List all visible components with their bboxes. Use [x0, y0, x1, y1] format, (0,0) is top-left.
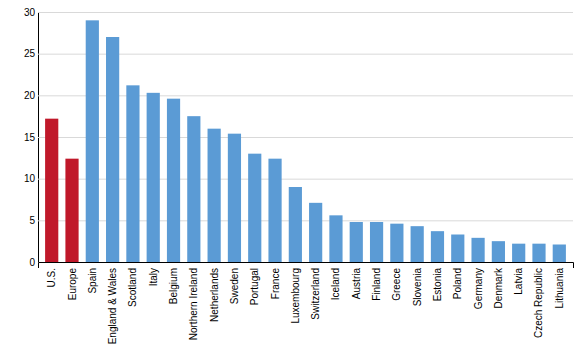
y-tick-label: 30 — [24, 7, 36, 18]
y-axis-line — [39, 13, 574, 263]
bar — [147, 93, 160, 262]
x-tick: Belgium — [168, 268, 179, 304]
bar — [106, 37, 119, 262]
bar — [309, 203, 322, 262]
x-tick: Austria — [351, 268, 362, 300]
x-tick: Lithuania — [554, 268, 565, 309]
y-tick-label: 5 — [29, 215, 35, 226]
x-tick: Finland — [371, 268, 382, 301]
x-tick-label: France — [270, 268, 281, 300]
plot: 0 5 10 15 20 25 30 U.S. Europe Spain England & Wal… — [24, 7, 574, 345]
x-tick: Sweden — [229, 268, 240, 304]
x-tick: Italy — [148, 268, 159, 286]
x-tick: Switzerland — [310, 268, 321, 320]
x-tick-label: Germany — [473, 268, 484, 309]
x-tick: Czech Republic — [533, 268, 544, 338]
x-tick-label: Switzerland — [310, 268, 321, 320]
y-tick-label: 10 — [24, 173, 36, 184]
grid-line — [38, 12, 573, 13]
bar — [350, 222, 363, 262]
x-tick: Poland — [452, 268, 463, 299]
bar — [208, 129, 221, 262]
x-tick: Denmark — [493, 267, 504, 309]
bar — [126, 85, 139, 262]
bar — [65, 159, 78, 262]
y-tick-label: 0 — [29, 257, 35, 268]
y-tick: 30 — [24, 7, 573, 18]
y-tick-label: 15 — [24, 132, 36, 143]
bar — [532, 244, 545, 262]
x-tick-label: Italy — [148, 268, 159, 286]
x-axis: U.S. Europe Spain England & Wales Scotland It… — [39, 263, 574, 345]
x-tick-label: Denmark — [493, 267, 504, 309]
x-tick-label: Slovenia — [412, 268, 423, 307]
bar — [512, 244, 525, 262]
x-tick: Slovenia — [412, 268, 423, 307]
x-tick: Portugal — [249, 268, 260, 305]
x-tick: Greece — [391, 268, 402, 301]
bar — [248, 154, 261, 262]
x-tick-label: Portugal — [249, 268, 260, 305]
bar — [471, 238, 484, 262]
x-tick-label: England & Wales — [107, 268, 118, 344]
x-tick-label: Spain — [87, 268, 98, 294]
bar — [86, 20, 99, 262]
x-tick-label: Iceland — [330, 268, 341, 300]
x-tick-label: Finland — [371, 268, 382, 301]
bar — [390, 224, 403, 262]
x-tick: Netherlands — [209, 268, 220, 322]
bar — [329, 215, 342, 262]
x-tick: Spain — [87, 268, 98, 294]
x-tick: Iceland — [330, 268, 341, 300]
chart: 0 5 10 15 20 25 30 U.S. Europe Spain England & Wal… — [0, 0, 585, 362]
x-tick-label: Poland — [452, 268, 463, 299]
x-tick-label: Austria — [351, 268, 362, 300]
x-tick: Europe — [67, 268, 78, 301]
bar — [370, 222, 383, 262]
x-tick-label: U.S. — [46, 268, 57, 287]
bar — [431, 231, 444, 262]
x-axis-line — [39, 263, 574, 269]
x-tick-label: Europe — [67, 268, 78, 301]
bar — [289, 187, 302, 262]
bar — [268, 159, 281, 262]
y-tick-label: 25 — [24, 48, 36, 59]
x-tick-label: Luxembourg — [290, 268, 301, 324]
x-tick: Latvia — [513, 268, 524, 295]
bar — [167, 99, 180, 262]
x-tick-label: Estonia — [432, 268, 443, 302]
x-tick-label: Lithuania — [554, 268, 565, 309]
x-tick-label: Scotland — [127, 268, 138, 307]
x-tick: Northern Ireland — [188, 268, 199, 340]
x-tick-label: Czech Republic — [533, 268, 544, 338]
bars — [45, 20, 566, 262]
x-tick-label: Belgium — [168, 268, 179, 304]
x-tick: Scotland — [127, 268, 138, 307]
x-tick: England & Wales — [107, 268, 118, 344]
x-tick: Estonia — [432, 268, 443, 302]
y-tick-label: 20 — [24, 90, 36, 101]
x-tick: Luxembourg — [290, 268, 301, 324]
x-tick-label: Greece — [391, 268, 402, 301]
y-axis: 0 5 10 15 20 25 30 — [24, 7, 573, 268]
bar — [45, 119, 58, 262]
bar — [553, 245, 566, 263]
bar — [187, 116, 200, 262]
bar — [228, 134, 241, 262]
x-tick-label: Netherlands — [209, 268, 220, 322]
x-tick: France — [270, 268, 281, 300]
x-tick-label: Northern Ireland — [188, 268, 199, 340]
x-tick-label: Sweden — [229, 268, 240, 304]
x-tick-label: Latvia — [513, 268, 524, 295]
bar — [451, 235, 464, 263]
bar — [492, 241, 505, 262]
x-tick: U.S. — [46, 268, 57, 287]
bar — [411, 226, 424, 262]
x-tick: Germany — [473, 268, 484, 309]
